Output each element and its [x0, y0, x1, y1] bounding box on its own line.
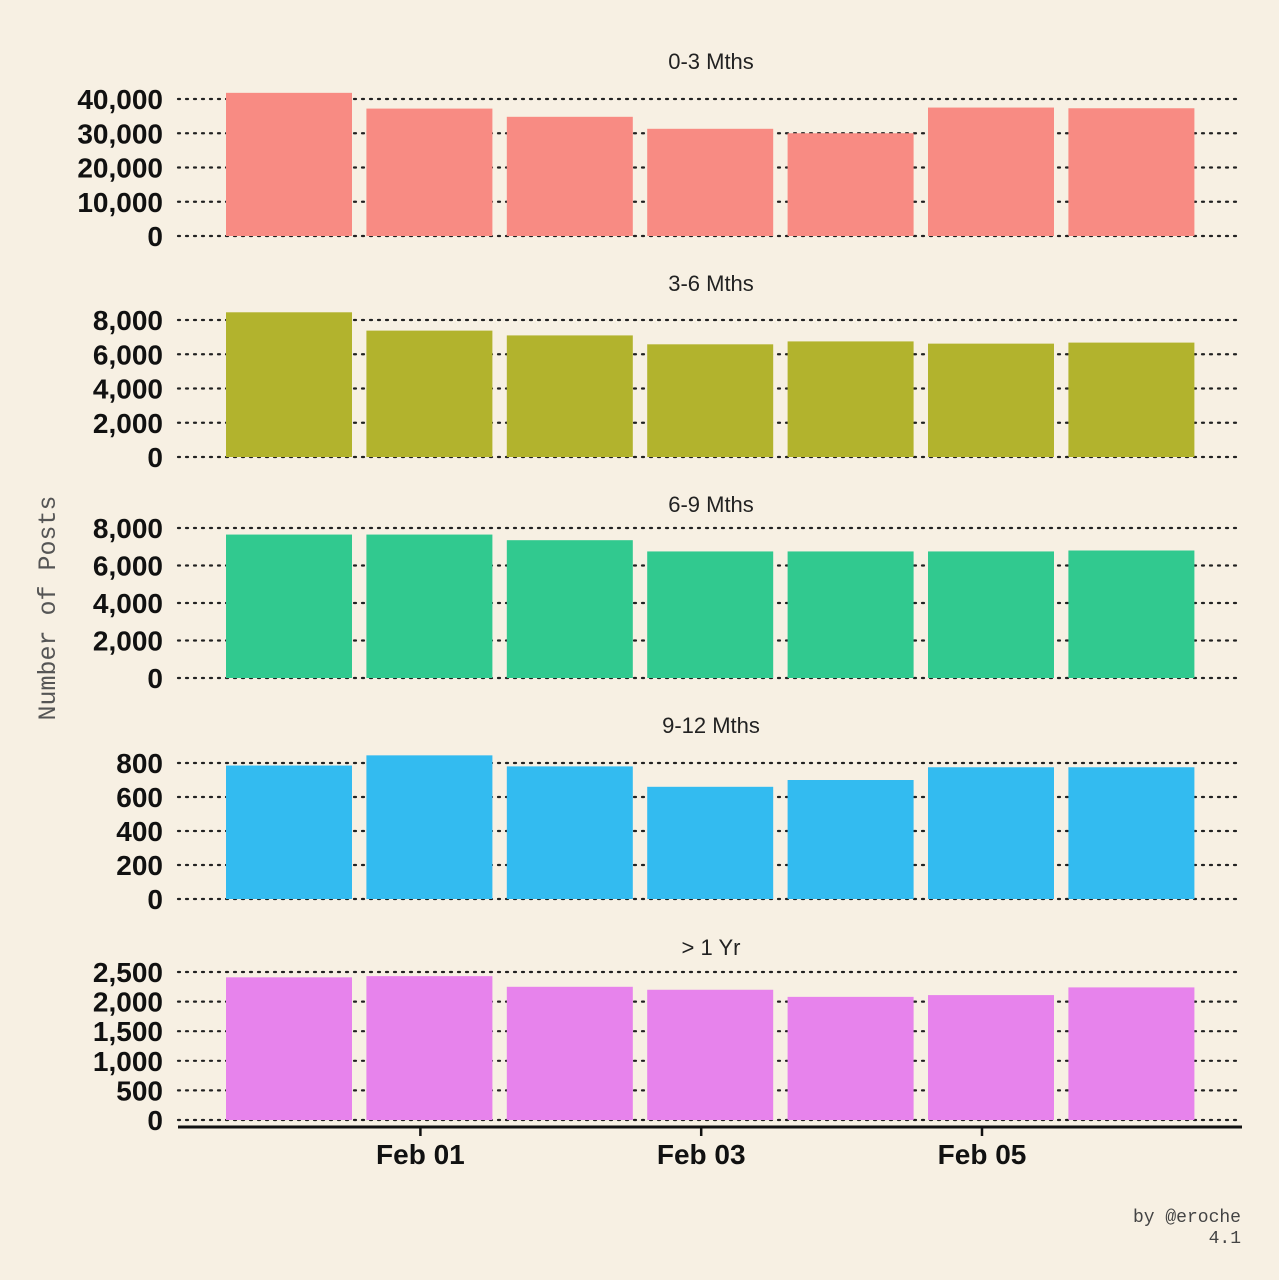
y-tick-label: 40,000: [77, 84, 163, 115]
y-tick-label: 2,000: [93, 987, 163, 1018]
y-tick-label: 8,000: [93, 513, 163, 544]
y-tick-label: 400: [116, 816, 163, 847]
x-tick-label: Feb 03: [657, 1139, 746, 1170]
credit-author: by @eroche: [1133, 1208, 1241, 1228]
panel-title: 3-6 Mths: [668, 271, 754, 296]
bar-1-yr-feb-03: [647, 989, 774, 1120]
y-tick-label: 2,000: [93, 626, 163, 657]
bar-1-yr-jan-31: [226, 977, 352, 1120]
bar-1-yr-feb-05: [928, 995, 1054, 1120]
y-tick-label: 500: [116, 1075, 163, 1106]
bar-0-3-mths-feb-03: [647, 128, 774, 236]
panel-3: 0 2,000 4,000 6,000 8,000 6-9 Mths: [93, 492, 1244, 694]
bar-3-6-mths-jan-31: [226, 312, 352, 457]
x-tick-label: Feb 01: [376, 1139, 465, 1170]
bar-1-yr-feb-04: [787, 996, 914, 1120]
bar-6-9-mths-feb-01: [366, 534, 493, 678]
y-tick-label: 4,000: [93, 374, 163, 405]
bar-3-6-mths-feb-06: [1068, 342, 1195, 457]
x-tick-label: Feb 05: [938, 1139, 1027, 1170]
bar-3-6-mths-feb-01: [366, 330, 493, 457]
y-tick-label: 8,000: [93, 305, 163, 336]
bar-0-3-mths-feb-01: [366, 108, 493, 236]
credit-version: 4.1: [1209, 1229, 1241, 1249]
bar-3-6-mths-feb-04: [787, 341, 914, 457]
y-tick-label: 6,000: [93, 551, 163, 582]
y-tick-label: 30,000: [77, 118, 163, 149]
bar-0-3-mths-feb-02: [506, 116, 633, 236]
y-tick-label: 1,000: [93, 1046, 163, 1077]
bar-6-9-mths-feb-06: [1068, 550, 1195, 678]
bar-1-yr-feb-06: [1068, 987, 1195, 1120]
y-tick-label: 1,500: [93, 1016, 163, 1047]
bar-6-9-mths-jan-31: [226, 534, 352, 678]
bar-0-3-mths-jan-31: [226, 92, 352, 237]
y-tick-label: 4,000: [93, 588, 163, 619]
bar-3-6-mths-feb-05: [928, 343, 1054, 457]
bar-6-9-mths-feb-02: [506, 540, 633, 678]
panel-title: 0-3 Mths: [668, 49, 754, 74]
bar-0-3-mths-feb-06: [1068, 108, 1195, 236]
bar-9-12-mths-feb-04: [787, 780, 914, 899]
y-tick-label: 6,000: [93, 339, 163, 370]
bar-9-12-mths-feb-03: [647, 786, 774, 899]
y-tick-label: 20,000: [77, 153, 163, 184]
bar-6-9-mths-feb-04: [787, 551, 914, 678]
bar-9-12-mths-feb-05: [928, 767, 1054, 899]
bar-3-6-mths-feb-02: [506, 335, 633, 457]
bar-1-yr-feb-02: [506, 986, 633, 1120]
y-tick-label: 0: [147, 442, 163, 473]
panel-title: 6-9 Mths: [668, 492, 754, 517]
bar-0-3-mths-feb-04: [787, 133, 914, 236]
bar-9-12-mths-feb-06: [1068, 767, 1195, 899]
y-tick-label: 800: [116, 748, 163, 779]
y-tick-label: 2,500: [93, 957, 163, 988]
bar-6-9-mths-feb-03: [647, 551, 774, 678]
bar-3-6-mths-feb-03: [647, 344, 774, 457]
bar-9-12-mths-jan-31: [226, 765, 352, 899]
y-tick-label: 2,000: [93, 408, 163, 439]
y-tick-label: 0: [147, 1105, 163, 1136]
bar-0-3-mths-feb-05: [928, 107, 1054, 236]
bar-1-yr-feb-01: [366, 976, 493, 1120]
bar-6-9-mths-feb-05: [928, 551, 1054, 678]
bar-9-12-mths-feb-02: [506, 766, 633, 899]
y-tick-label: 10,000: [77, 187, 163, 218]
y-axis-label: Number of Posts: [34, 495, 63, 720]
y-tick-label: 200: [116, 850, 163, 881]
panel-title: > 1 Yr: [682, 935, 741, 960]
y-tick-label: 0: [147, 663, 163, 694]
x-axis-ticks: Feb 01 Feb 03 Feb 05: [376, 1127, 1026, 1170]
bar-9-12-mths-feb-01: [366, 755, 493, 899]
y-tick-label: 0: [147, 221, 163, 252]
panel-title: 9-12 Mths: [662, 713, 760, 738]
y-tick-label: 0: [147, 884, 163, 915]
y-tick-label: 600: [116, 782, 163, 813]
